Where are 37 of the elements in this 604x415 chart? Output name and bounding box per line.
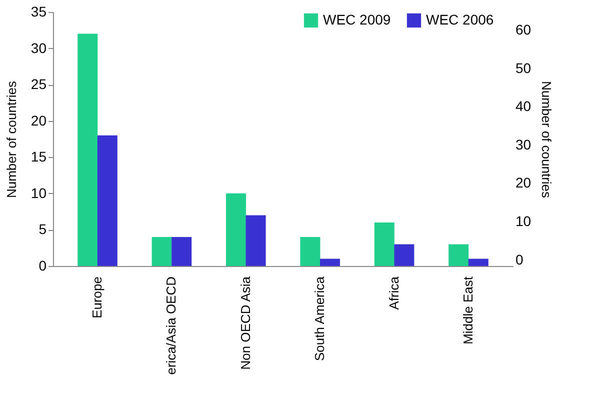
x-tick-label: erica/Asia OECD — [164, 276, 179, 375]
y2-tick-label: 0 — [516, 251, 524, 268]
y-tick-label: 35 — [30, 4, 47, 20]
bar — [97, 135, 118, 266]
bar — [374, 222, 394, 266]
y-tick-label: 15 — [30, 148, 47, 165]
x-tick-label: South America — [312, 276, 328, 362]
bar — [448, 244, 469, 266]
bar — [468, 258, 488, 266]
bar — [300, 236, 320, 266]
x-tick-label: Europe — [90, 276, 105, 318]
y2-tick-label: 60 — [516, 22, 532, 38]
x-tick-label: Middle East — [460, 276, 476, 344]
x-tick-label: Non OECD Asia — [238, 276, 253, 370]
y-tick-label: 30 — [30, 40, 47, 56]
bar — [172, 236, 192, 266]
y2-axis-title: Number of countries — [539, 80, 554, 199]
y-tick-label: 5 — [38, 221, 47, 238]
y2-tick-label: 10 — [516, 213, 532, 230]
y-tick-label: 10 — [30, 184, 47, 201]
bar — [320, 258, 340, 266]
y2-tick-label: 50 — [516, 60, 532, 76]
bar — [78, 34, 98, 266]
bar — [394, 244, 414, 266]
y-axis-title: Number of countries — [4, 80, 19, 198]
y-tick-label: 0 — [38, 258, 47, 274]
y2-tick-label: 20 — [516, 174, 532, 191]
bar — [226, 193, 246, 266]
y-tick-label: 25 — [30, 76, 47, 92]
y2-tick-label: 30 — [516, 136, 532, 152]
y2-tick-label: 40 — [516, 98, 532, 114]
y-tick-label: 20 — [30, 112, 47, 128]
legend-label: WEC 2009 — [323, 11, 391, 28]
bar — [152, 236, 172, 266]
legend-label: WEC 2006 — [426, 11, 494, 28]
bar — [246, 215, 266, 266]
x-tick-label: Africa — [386, 276, 402, 310]
